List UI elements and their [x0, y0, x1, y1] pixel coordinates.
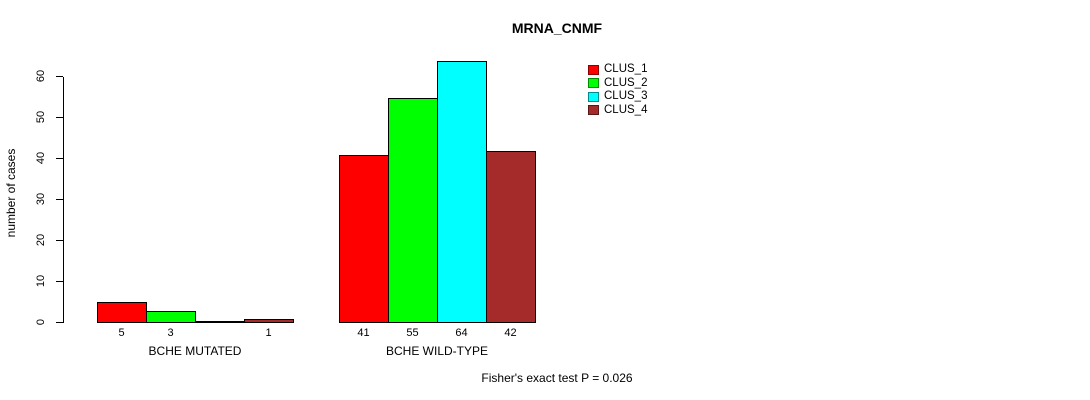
y-tick-label: 10 — [35, 274, 47, 288]
category-label: BCHE WILD-TYPE — [385, 344, 489, 358]
legend: CLUS_1 CLUS_2 CLUS_3 CLUS_4 — [588, 63, 647, 117]
bar-clus_3-group1-zero — [195, 321, 245, 323]
category-label: BCHE MUTATED — [148, 344, 242, 358]
y-axis-line — [63, 77, 64, 323]
bar-value-label: 1 — [265, 327, 272, 339]
legend-swatch-icon — [588, 91, 599, 102]
y-tick-mark — [56, 322, 63, 323]
bar-clus_1-group1 — [97, 302, 147, 323]
legend-swatch-icon — [588, 78, 599, 89]
y-axis-label: number of cases — [4, 148, 18, 238]
y-tick-label: 40 — [35, 151, 47, 165]
bar-clus_1-group2 — [339, 155, 389, 323]
legend-label: CLUS_1 — [604, 63, 648, 75]
legend-item-clus_4: CLUS_4 — [588, 104, 647, 118]
legend-item-clus_2: CLUS_2 — [588, 77, 647, 91]
y-tick-label: 20 — [35, 233, 47, 247]
bar-clus_2-group1 — [146, 311, 196, 323]
bar-value-label: 42 — [504, 327, 517, 339]
bar-clus_2-group2 — [388, 98, 438, 323]
legend-item-clus_1: CLUS_1 — [588, 63, 647, 77]
y-tick-mark — [56, 76, 63, 77]
legend-label: CLUS_4 — [604, 103, 648, 116]
legend-label: CLUS_2 — [604, 76, 648, 89]
y-tick-label: 30 — [35, 192, 47, 206]
bar-clus_4-group1 — [244, 319, 294, 323]
y-tick-mark — [56, 240, 63, 241]
legend-item-clus_3: CLUS_3 — [588, 90, 647, 104]
y-tick-label: 60 — [35, 69, 47, 83]
y-tick-label: 0 — [35, 318, 47, 326]
bar-value-label: 3 — [167, 327, 174, 339]
y-tick-mark — [56, 117, 63, 118]
bar-value-label: 55 — [406, 327, 419, 339]
bar-value-label: 5 — [118, 327, 125, 339]
bar-value-label: 41 — [357, 327, 370, 339]
annotation-text: Fisher's exact test P = 0.026 — [481, 371, 633, 385]
bar-clus_3-group2 — [437, 61, 487, 323]
legend-swatch-icon — [588, 64, 599, 75]
y-tick-label: 50 — [35, 110, 47, 124]
legend-label: CLUS_3 — [604, 90, 648, 102]
chart-title: MRNA_CNMF — [511, 20, 603, 36]
y-tick-mark — [56, 281, 63, 282]
legend-swatch-icon — [588, 105, 599, 116]
bar-clus_4-group2 — [486, 151, 536, 323]
y-tick-mark — [56, 199, 63, 200]
bar-value-label: 64 — [455, 327, 468, 339]
y-tick-mark — [56, 158, 63, 159]
